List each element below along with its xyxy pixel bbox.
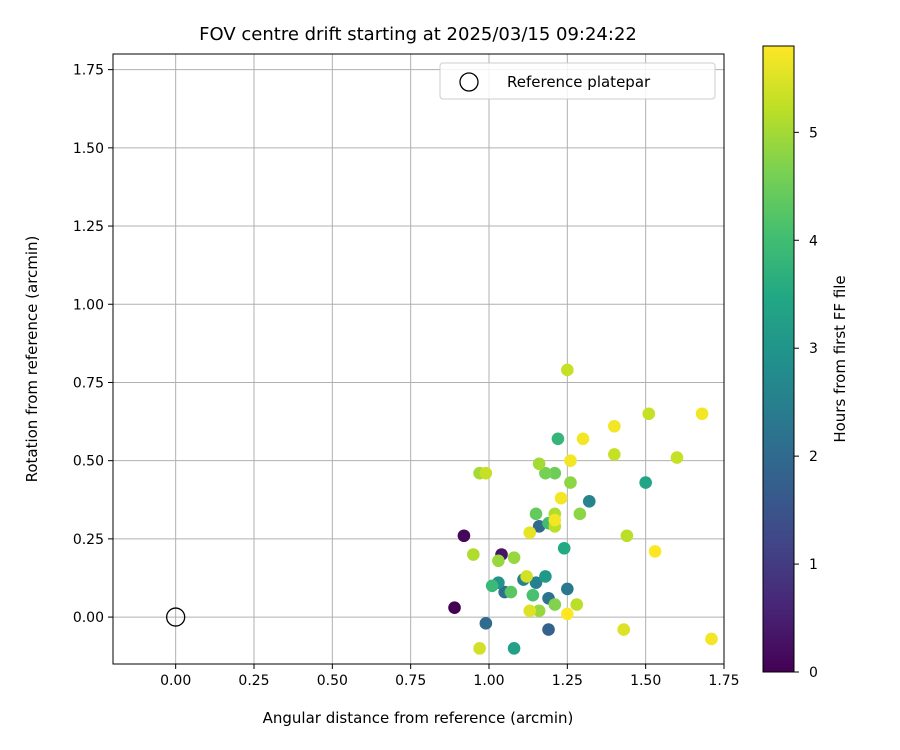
data-point [548, 513, 562, 527]
y-tick-label: 0.75 [73, 375, 104, 391]
legend-label: Reference platepar [507, 73, 651, 91]
chart-title: FOV centre drift starting at 2025/03/15 … [199, 24, 637, 45]
data-point [539, 466, 552, 480]
grid [113, 54, 725, 664]
data-point [670, 451, 684, 464]
colorbar-tick-label: 0 [809, 665, 818, 681]
data-point [532, 604, 546, 618]
plot-frame [112, 53, 725, 665]
data-point [539, 570, 552, 583]
legend-marker [459, 72, 479, 92]
data-point [504, 585, 518, 599]
data-point [648, 545, 662, 558]
y-tick-label: 1.25 [73, 219, 104, 235]
colorbar-ticks: 0 1 2 3 4 5 [794, 125, 818, 681]
data-point [473, 642, 486, 655]
x-tick-label: 0.00 [160, 673, 191, 689]
y-tick-label: 1.50 [73, 141, 104, 157]
y-tick-label: 0.25 [73, 532, 104, 548]
data-point [467, 548, 480, 561]
data-point [564, 476, 577, 489]
x-axis-label: Angular distance from reference (arcmin) [263, 709, 574, 727]
data-point [561, 582, 574, 596]
data-point [705, 632, 718, 646]
data-point [532, 457, 546, 471]
data-point [492, 554, 505, 568]
x-tick-label: 0.75 [395, 673, 426, 689]
data-point [617, 623, 631, 636]
data-point [620, 529, 634, 543]
data-point [479, 617, 493, 630]
data-point [561, 607, 574, 621]
data-point [523, 526, 537, 539]
data-point [548, 598, 562, 611]
data-point [573, 507, 587, 521]
data-point [520, 570, 533, 583]
data-point [529, 576, 543, 589]
y-tick-label: 0.00 [73, 610, 104, 626]
data-point [695, 407, 709, 421]
y-tick-label: 1.75 [73, 63, 104, 79]
data-point [557, 541, 571, 555]
data-point [542, 623, 555, 636]
data-point [608, 448, 621, 461]
data-point [529, 507, 543, 521]
y-axis-label: Rotation from reference (arcmin) [23, 236, 41, 483]
data-point [570, 598, 584, 611]
data-point [561, 363, 574, 377]
y-tick-label: 0.50 [73, 454, 104, 470]
x-tick-label: 1.25 [552, 673, 583, 689]
data-point [457, 529, 471, 543]
x-tick-label: 1.75 [708, 673, 739, 689]
colorbar-gradient [762, 45, 795, 673]
colorbar-tick-label: 1 [809, 557, 818, 573]
data-point [485, 579, 499, 593]
data-point [526, 588, 540, 602]
data-point [554, 491, 568, 505]
data-point [582, 495, 596, 508]
x-tick-label: 0.25 [238, 673, 269, 689]
reference-marker [166, 607, 186, 627]
colorbar-tick-label: 3 [809, 341, 818, 357]
x-tick-label: 1.50 [630, 673, 661, 689]
data-points [448, 363, 718, 655]
data-point [479, 466, 493, 480]
colorbar-label: Hours from first FF file [831, 275, 849, 442]
x-tick-label: 1.00 [473, 673, 504, 689]
axis-ticks: 0.00 0.25 0.50 0.75 1.00 1.25 1.50 1.75 0.00 0.25… [73, 63, 740, 689]
data-point [448, 601, 461, 614]
colorbar-tick-label: 5 [809, 125, 818, 141]
legend: Reference platepar [439, 62, 716, 100]
data-point [639, 476, 652, 489]
data-point [642, 407, 656, 421]
data-point [608, 419, 621, 433]
colorbar: 0 1 2 3 4 5 Hours from first FF file [762, 45, 849, 681]
data-point [576, 432, 590, 446]
colorbar-tick-label: 4 [809, 233, 818, 249]
y-tick-label: 1.00 [73, 297, 104, 313]
data-point [564, 454, 577, 467]
data-point [548, 466, 562, 480]
legend-box [439, 62, 716, 100]
x-tick-label: 0.50 [317, 673, 348, 689]
data-point [551, 432, 565, 446]
data-point [523, 604, 537, 618]
reference-layer [166, 607, 186, 627]
data-point [507, 551, 521, 564]
data-point [507, 642, 521, 655]
colorbar-tick-label: 2 [809, 449, 818, 465]
